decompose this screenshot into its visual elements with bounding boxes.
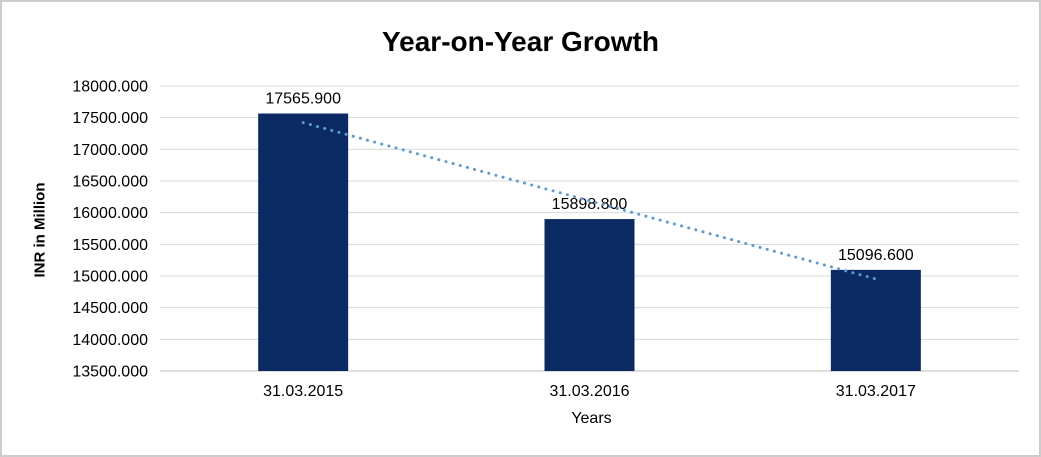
y-tick-label: 18000.000 bbox=[72, 79, 148, 96]
bar-data-label: 17565.900 bbox=[265, 90, 341, 107]
x-axis-title: Years bbox=[571, 410, 612, 427]
y-tick-label: 17000.000 bbox=[72, 142, 148, 159]
bar bbox=[544, 219, 635, 371]
bar-data-label: 15898.800 bbox=[552, 196, 628, 213]
y-tick-label: 14500.000 bbox=[72, 300, 148, 317]
bar-data-label: 15096.600 bbox=[838, 247, 914, 264]
x-tick-label: 31.03.2015 bbox=[263, 383, 343, 400]
x-tick-label: 31.03.2017 bbox=[836, 383, 916, 400]
y-tick-label: 16000.000 bbox=[72, 205, 148, 222]
bar bbox=[258, 113, 349, 372]
chart-title: Year-on-Year Growth bbox=[382, 26, 659, 57]
y-tick-label: 17500.000 bbox=[72, 110, 148, 127]
y-tick-label: 16500.000 bbox=[72, 174, 148, 191]
bar bbox=[830, 269, 921, 371]
y-tick-label: 14000.000 bbox=[72, 332, 148, 349]
y-tick-label: 13500.000 bbox=[72, 364, 148, 381]
x-tick-label: 31.03.2016 bbox=[549, 383, 629, 400]
trendline bbox=[301, 121, 878, 281]
y-tick-label: 15000.000 bbox=[72, 269, 148, 286]
y-tick-label: 15500.000 bbox=[72, 237, 148, 254]
